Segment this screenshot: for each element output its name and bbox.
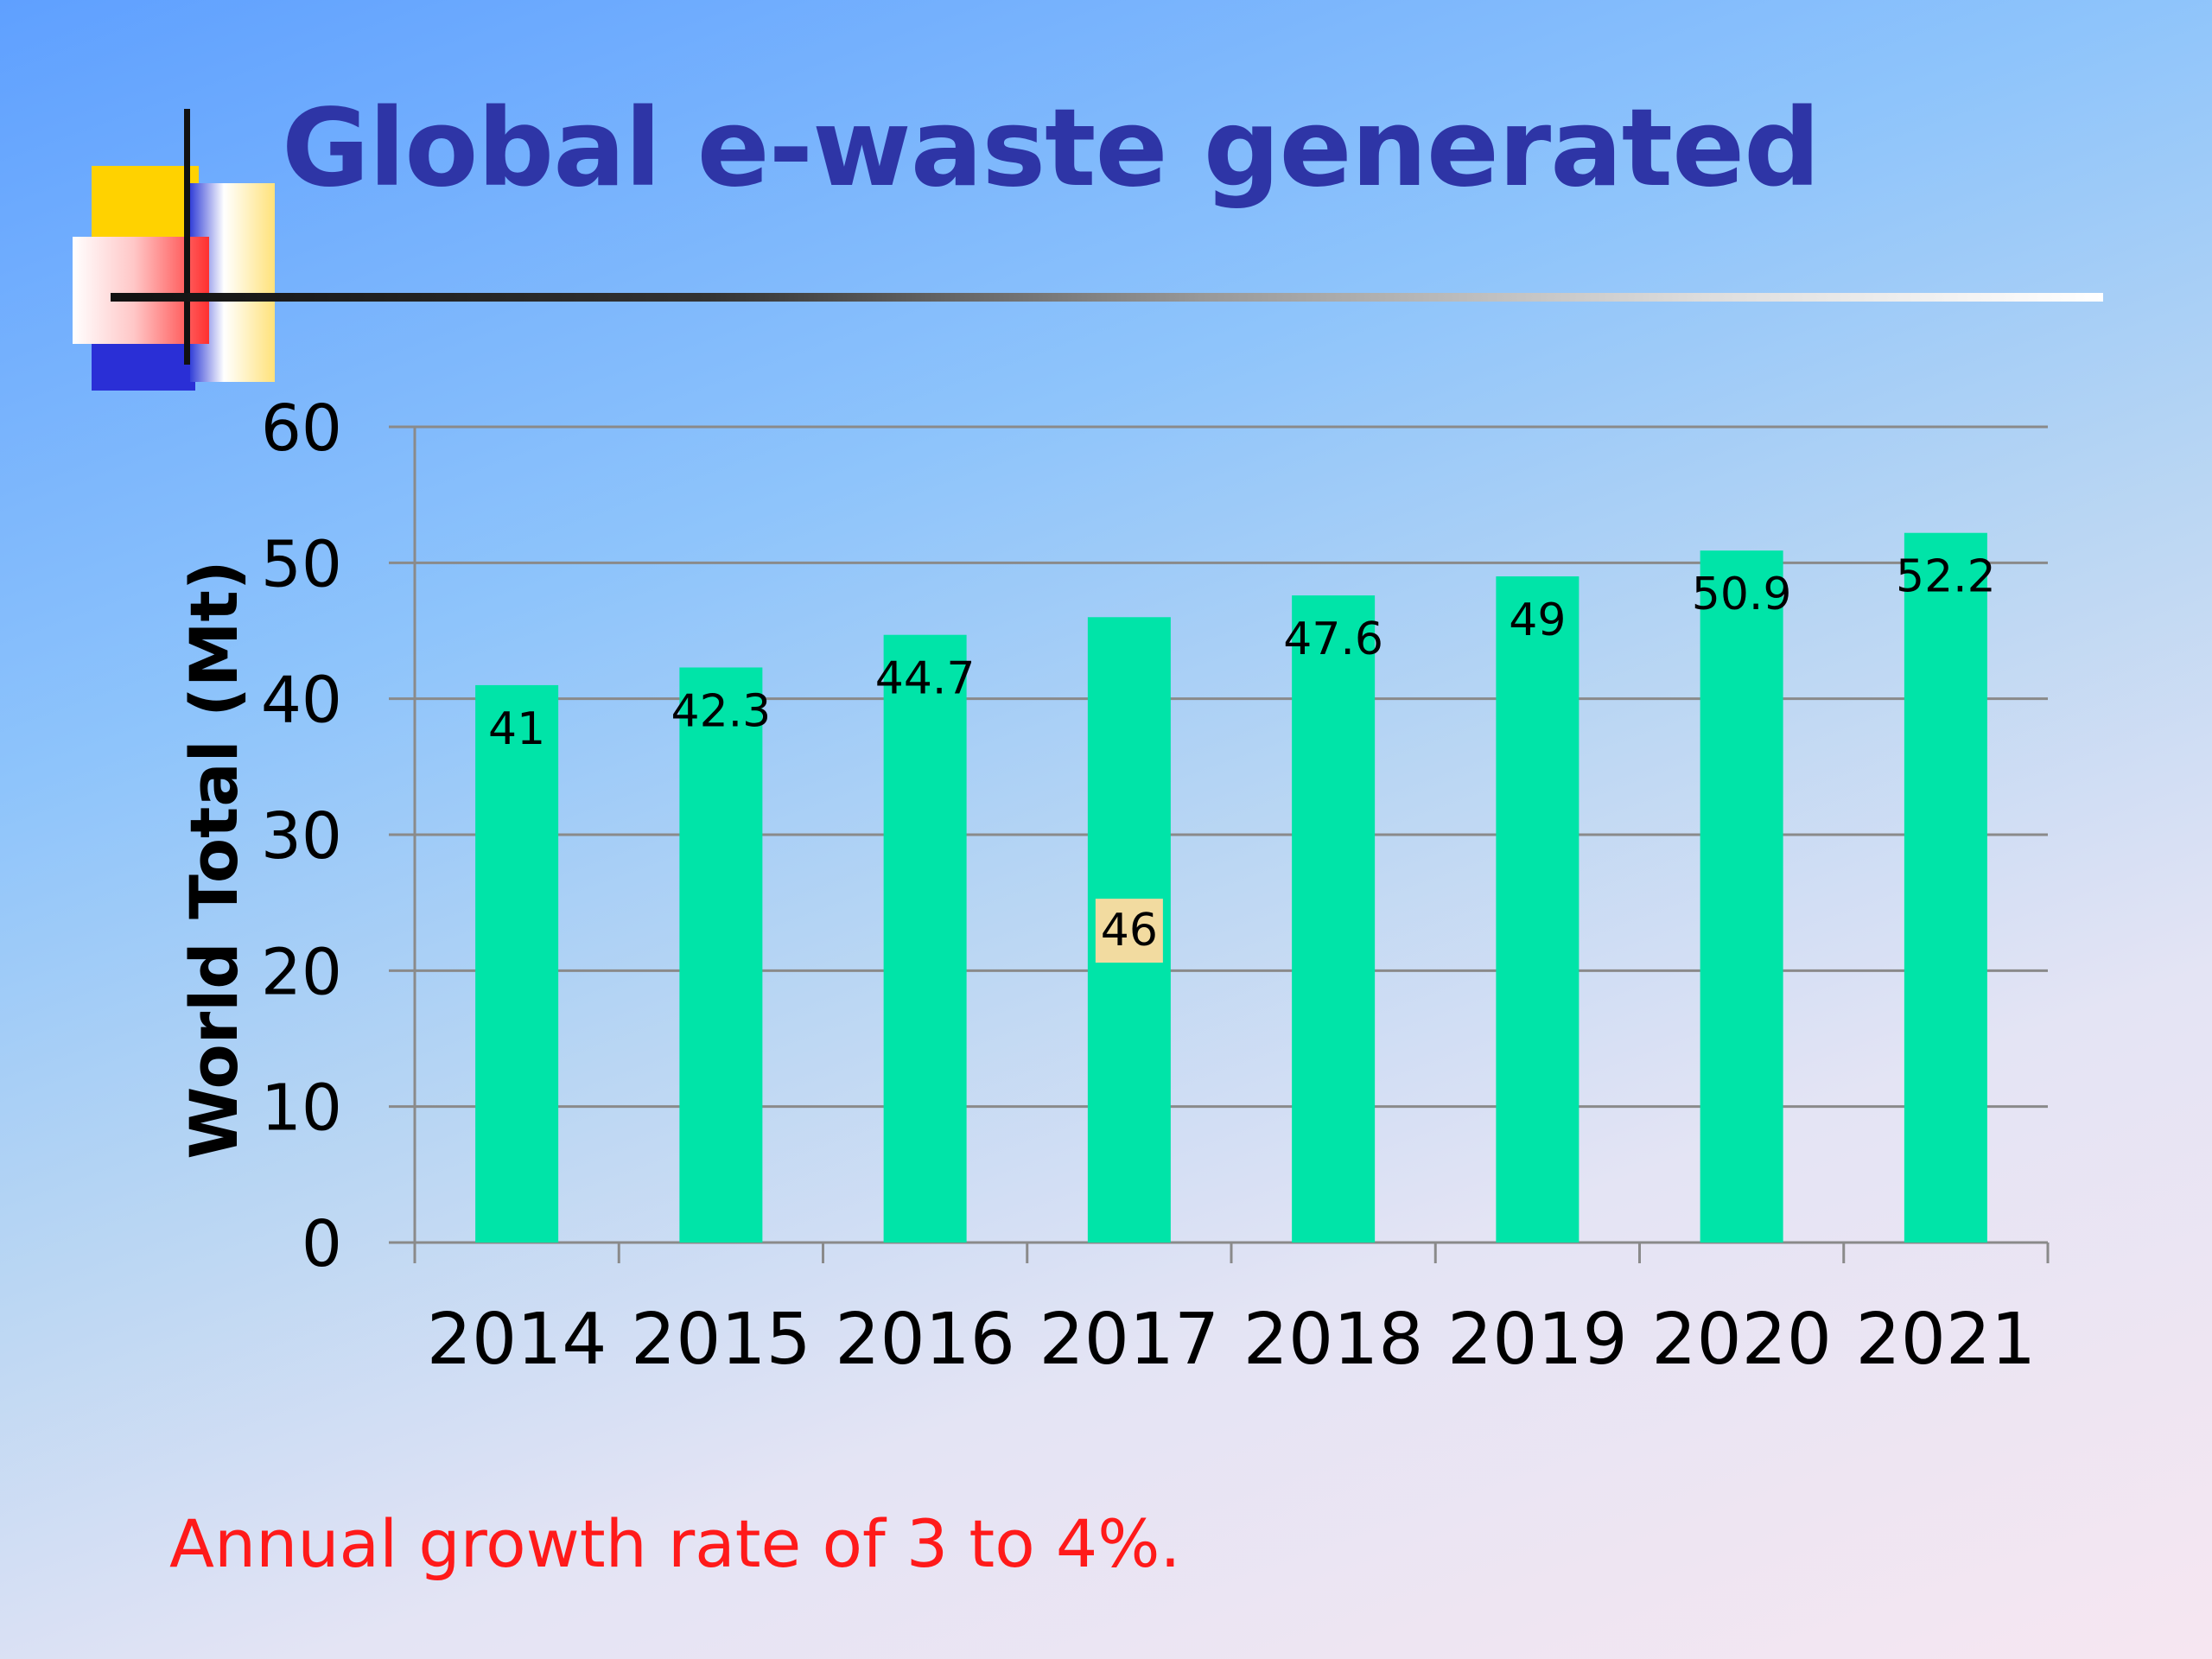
decor-vertical-line bbox=[184, 109, 190, 365]
y-tick-label: 60 bbox=[261, 391, 342, 466]
data-label-2018: 47.6 bbox=[1283, 613, 1383, 665]
x-tick-label-2017: 2017 bbox=[1039, 1299, 1220, 1381]
data-labels: 41 42.3 44.7 46 47.6 49 50.9 52.2 bbox=[488, 551, 1996, 963]
title-underline bbox=[111, 293, 2103, 302]
data-label-2016: 44.7 bbox=[875, 653, 976, 705]
bar-2018 bbox=[1292, 595, 1376, 1243]
data-label-2021: 52.2 bbox=[1896, 551, 1996, 603]
y-tick-label: 50 bbox=[261, 527, 342, 601]
bar-chart: 41 42.3 44.7 46 47.6 49 50.9 52.2 0 10 20 30 40 50 60… bbox=[175, 391, 2050, 1381]
slide-title: Global e-waste generated bbox=[282, 86, 1821, 211]
data-label-2020: 50.9 bbox=[1692, 569, 1792, 620]
data-label-2014: 41 bbox=[488, 703, 545, 755]
gridlines bbox=[389, 425, 2048, 1109]
y-tick-label: 30 bbox=[261, 799, 342, 874]
y-tick-label: 20 bbox=[261, 935, 342, 1009]
y-tick-label: 0 bbox=[302, 1207, 342, 1281]
x-tick-label-2016: 2016 bbox=[835, 1299, 1015, 1381]
x-tick-label-2019: 2019 bbox=[1447, 1299, 1628, 1381]
data-label-2019: 49 bbox=[1509, 594, 1566, 646]
growth-rate-note: Annual growth rate of 3 to 4%. bbox=[169, 1505, 1181, 1582]
data-label-2017: 46 bbox=[1101, 905, 1158, 957]
y-axis-label: World Total (Mt) bbox=[175, 560, 252, 1159]
x-tick-label-2014: 2014 bbox=[427, 1299, 607, 1381]
bar-2015 bbox=[679, 667, 763, 1243]
bar-2021 bbox=[1904, 532, 1987, 1243]
x-tick-label-2015: 2015 bbox=[631, 1299, 811, 1381]
bars bbox=[475, 532, 1987, 1243]
x-tick-label-2018: 2018 bbox=[1243, 1299, 1424, 1381]
y-tick-label: 40 bbox=[261, 664, 342, 738]
tick-labels: 0 10 20 30 40 50 60 2014 2015 2016 2017 2018 2019 202… bbox=[261, 391, 2036, 1381]
axes bbox=[389, 427, 2050, 1263]
bar-2016 bbox=[883, 634, 967, 1243]
x-tick-label-2021: 2021 bbox=[1856, 1299, 2037, 1381]
bar-2019 bbox=[1496, 576, 1580, 1243]
bar-2014 bbox=[475, 684, 559, 1243]
data-label-highlight bbox=[1095, 899, 1163, 963]
x-tick-label-2020: 2020 bbox=[1651, 1299, 1832, 1381]
bar-2020 bbox=[1700, 550, 1783, 1243]
data-label-2015: 42.3 bbox=[671, 685, 771, 737]
y-tick-label: 10 bbox=[261, 1071, 342, 1146]
